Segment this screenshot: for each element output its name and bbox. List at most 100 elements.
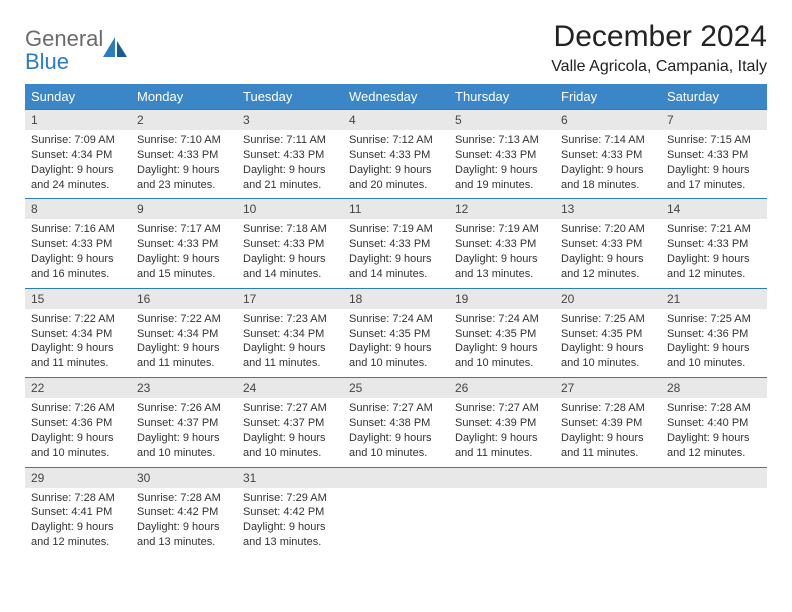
calendar-week-row: 15Sunrise: 7:22 AMSunset: 4:34 PMDayligh… [25, 288, 767, 377]
day-sunset: Sunset: 4:39 PM [561, 416, 655, 431]
day-sunrise: Sunrise: 7:27 AM [243, 401, 337, 416]
day-number: 31 [237, 468, 343, 488]
calendar-day-cell: 20Sunrise: 7:25 AMSunset: 4:35 PMDayligh… [555, 288, 661, 377]
calendar-day-cell [661, 467, 767, 556]
day-number: 5 [449, 110, 555, 130]
header: General Blue December 2024 Valle Agricol… [25, 20, 767, 76]
day-sunrise: Sunrise: 7:27 AM [455, 401, 549, 416]
day-sunrise: Sunrise: 7:17 AM [137, 222, 231, 237]
day-daylight: Daylight: 9 hours and 11 minutes. [137, 341, 231, 371]
day-content: Sunrise: 7:27 AMSunset: 4:39 PMDaylight:… [449, 398, 555, 466]
day-content: Sunrise: 7:28 AMSunset: 4:39 PMDaylight:… [555, 398, 661, 466]
logo-word1: General [25, 26, 103, 51]
day-sunrise: Sunrise: 7:28 AM [667, 401, 761, 416]
day-sunset: Sunset: 4:37 PM [137, 416, 231, 431]
day-sunrise: Sunrise: 7:25 AM [667, 312, 761, 327]
day-sunrise: Sunrise: 7:28 AM [31, 491, 125, 506]
day-number: 28 [661, 378, 767, 398]
logo: General Blue [25, 28, 129, 74]
day-content: Sunrise: 7:26 AMSunset: 4:37 PMDaylight:… [131, 398, 237, 466]
day-sunset: Sunset: 4:34 PM [243, 327, 337, 342]
day-sunset: Sunset: 4:37 PM [243, 416, 337, 431]
day-content: Sunrise: 7:24 AMSunset: 4:35 PMDaylight:… [449, 309, 555, 377]
location: Valle Agricola, Campania, Italy [551, 58, 767, 76]
logo-word2: Blue [25, 49, 69, 74]
day-number: 20 [555, 289, 661, 309]
day-daylight: Daylight: 9 hours and 12 minutes. [561, 252, 655, 282]
day-number: 22 [25, 378, 131, 398]
day-number: 9 [131, 199, 237, 219]
day-content: Sunrise: 7:25 AMSunset: 4:35 PMDaylight:… [555, 309, 661, 377]
day-daylight: Daylight: 9 hours and 11 minutes. [243, 341, 337, 371]
weekday-header: Tuesday [237, 84, 343, 110]
day-daylight: Daylight: 9 hours and 11 minutes. [31, 341, 125, 371]
day-number: 11 [343, 199, 449, 219]
day-number: 26 [449, 378, 555, 398]
day-daylight: Daylight: 9 hours and 10 minutes. [137, 431, 231, 461]
calendar-day-cell: 25Sunrise: 7:27 AMSunset: 4:38 PMDayligh… [343, 378, 449, 467]
day-daylight: Daylight: 9 hours and 19 minutes. [455, 163, 549, 193]
day-sunset: Sunset: 4:35 PM [455, 327, 549, 342]
calendar-day-cell: 26Sunrise: 7:27 AMSunset: 4:39 PMDayligh… [449, 378, 555, 467]
day-sunset: Sunset: 4:42 PM [137, 505, 231, 520]
day-daylight: Daylight: 9 hours and 10 minutes. [243, 431, 337, 461]
calendar-week-row: 8Sunrise: 7:16 AMSunset: 4:33 PMDaylight… [25, 199, 767, 288]
day-content: Sunrise: 7:10 AMSunset: 4:33 PMDaylight:… [131, 130, 237, 198]
day-sunrise: Sunrise: 7:25 AM [561, 312, 655, 327]
day-daylight: Daylight: 9 hours and 21 minutes. [243, 163, 337, 193]
calendar-day-cell: 14Sunrise: 7:21 AMSunset: 4:33 PMDayligh… [661, 199, 767, 288]
day-number: 10 [237, 199, 343, 219]
day-sunset: Sunset: 4:42 PM [243, 505, 337, 520]
day-sunrise: Sunrise: 7:21 AM [667, 222, 761, 237]
calendar-day-cell: 24Sunrise: 7:27 AMSunset: 4:37 PMDayligh… [237, 378, 343, 467]
day-content: Sunrise: 7:28 AMSunset: 4:40 PMDaylight:… [661, 398, 767, 466]
weekday-header: Sunday [25, 84, 131, 110]
day-number: 21 [661, 289, 767, 309]
day-daylight: Daylight: 9 hours and 10 minutes. [455, 341, 549, 371]
day-sunset: Sunset: 4:35 PM [561, 327, 655, 342]
day-sunset: Sunset: 4:33 PM [137, 148, 231, 163]
day-content: Sunrise: 7:19 AMSunset: 4:33 PMDaylight:… [343, 219, 449, 287]
day-content: Sunrise: 7:24 AMSunset: 4:35 PMDaylight:… [343, 309, 449, 377]
day-content: Sunrise: 7:28 AMSunset: 4:41 PMDaylight:… [25, 488, 131, 556]
day-content: Sunrise: 7:20 AMSunset: 4:33 PMDaylight:… [555, 219, 661, 287]
day-sunset: Sunset: 4:36 PM [31, 416, 125, 431]
day-sunrise: Sunrise: 7:13 AM [455, 133, 549, 148]
day-sunset: Sunset: 4:35 PM [349, 327, 443, 342]
day-content: Sunrise: 7:21 AMSunset: 4:33 PMDaylight:… [661, 219, 767, 287]
day-number: 3 [237, 110, 343, 130]
day-daylight: Daylight: 9 hours and 13 minutes. [455, 252, 549, 282]
day-daylight: Daylight: 9 hours and 10 minutes. [667, 341, 761, 371]
calendar-day-cell: 29Sunrise: 7:28 AMSunset: 4:41 PMDayligh… [25, 467, 131, 556]
day-daylight: Daylight: 9 hours and 13 minutes. [243, 520, 337, 550]
day-sunset: Sunset: 4:34 PM [137, 327, 231, 342]
day-content: Sunrise: 7:27 AMSunset: 4:38 PMDaylight:… [343, 398, 449, 466]
day-sunset: Sunset: 4:33 PM [243, 237, 337, 252]
empty-day [661, 468, 767, 488]
day-sunrise: Sunrise: 7:11 AM [243, 133, 337, 148]
day-number: 27 [555, 378, 661, 398]
day-number: 14 [661, 199, 767, 219]
day-number: 4 [343, 110, 449, 130]
day-content: Sunrise: 7:26 AMSunset: 4:36 PMDaylight:… [25, 398, 131, 466]
day-number: 1 [25, 110, 131, 130]
calendar-table: SundayMondayTuesdayWednesdayThursdayFrid… [25, 84, 767, 556]
day-content: Sunrise: 7:15 AMSunset: 4:33 PMDaylight:… [661, 130, 767, 198]
day-sunset: Sunset: 4:33 PM [31, 237, 125, 252]
day-number: 16 [131, 289, 237, 309]
day-number: 7 [661, 110, 767, 130]
empty-day [449, 468, 555, 488]
day-sunrise: Sunrise: 7:09 AM [31, 133, 125, 148]
day-content: Sunrise: 7:22 AMSunset: 4:34 PMDaylight:… [131, 309, 237, 377]
day-sunrise: Sunrise: 7:24 AM [349, 312, 443, 327]
day-content: Sunrise: 7:09 AMSunset: 4:34 PMDaylight:… [25, 130, 131, 198]
day-content: Sunrise: 7:22 AMSunset: 4:34 PMDaylight:… [25, 309, 131, 377]
day-sunrise: Sunrise: 7:14 AM [561, 133, 655, 148]
empty-day [555, 468, 661, 488]
calendar-day-cell: 9Sunrise: 7:17 AMSunset: 4:33 PMDaylight… [131, 199, 237, 288]
day-sunset: Sunset: 4:34 PM [31, 148, 125, 163]
day-daylight: Daylight: 9 hours and 15 minutes. [137, 252, 231, 282]
day-sunset: Sunset: 4:33 PM [349, 237, 443, 252]
calendar-day-cell: 28Sunrise: 7:28 AMSunset: 4:40 PMDayligh… [661, 378, 767, 467]
day-content: Sunrise: 7:25 AMSunset: 4:36 PMDaylight:… [661, 309, 767, 377]
